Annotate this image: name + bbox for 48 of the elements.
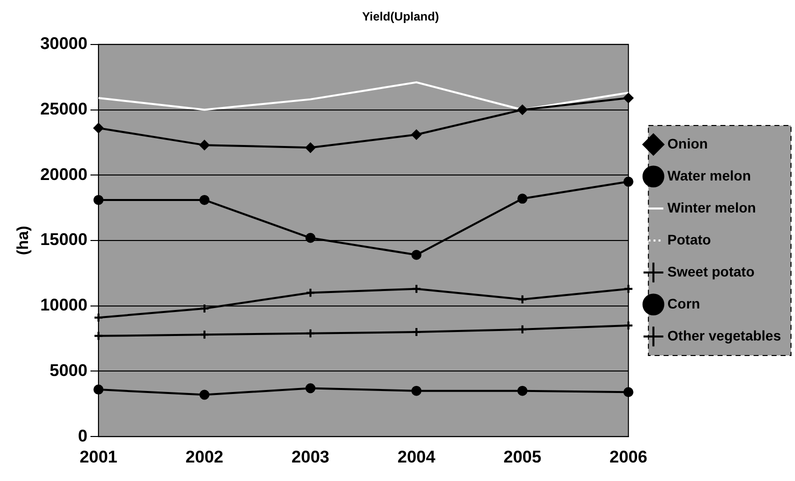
y-tick-label: 15000 — [40, 230, 88, 250]
point — [199, 303, 210, 314]
x-tick-label: 2002 — [186, 447, 224, 466]
point — [199, 194, 210, 205]
x-tick-label: 2003 — [292, 447, 330, 466]
legend-label: Sweet potato — [667, 263, 755, 280]
point — [411, 284, 422, 294]
point — [623, 387, 634, 398]
point — [199, 330, 210, 340]
point — [517, 386, 528, 396]
point — [517, 104, 528, 115]
legend-label: Corn — [667, 295, 700, 312]
point — [411, 386, 422, 396]
point — [93, 123, 104, 134]
point — [305, 383, 316, 394]
point — [305, 232, 316, 243]
point — [93, 384, 104, 395]
point — [305, 328, 316, 338]
y-tick-label: 20000 — [40, 164, 88, 184]
y-tick-label: 25000 — [40, 99, 88, 118]
point — [305, 142, 316, 153]
x-tick-label: 2005 — [504, 447, 542, 466]
point — [517, 294, 528, 304]
y-axis-title: (ha) — [15, 226, 32, 256]
legend-label: Potato — [667, 231, 711, 248]
y-tick-label: 5000 — [50, 360, 88, 380]
legend-label: Onion — [667, 135, 708, 152]
point — [199, 140, 210, 150]
legend-label: Water melon — [667, 167, 751, 184]
point — [517, 324, 528, 334]
legend-label: Winter melon — [667, 199, 756, 216]
x-tick-label: 2001 — [80, 447, 118, 466]
point — [517, 194, 528, 204]
y-tick-label: 30000 — [40, 34, 88, 54]
point — [623, 93, 634, 103]
y-tick-label: 10000 — [40, 296, 88, 315]
y-tick-label: 0 — [78, 426, 88, 446]
point — [411, 250, 422, 260]
legend-label: Other vegetables — [667, 327, 782, 344]
point — [199, 390, 210, 400]
point — [411, 130, 422, 140]
point — [305, 288, 316, 298]
point — [623, 176, 634, 187]
x-tick-label: 2004 — [398, 447, 436, 466]
x-tick-label: 2006 — [609, 447, 648, 466]
chart-title: Yield(Upland) — [362, 10, 439, 24]
point — [93, 194, 104, 205]
point — [411, 327, 422, 338]
